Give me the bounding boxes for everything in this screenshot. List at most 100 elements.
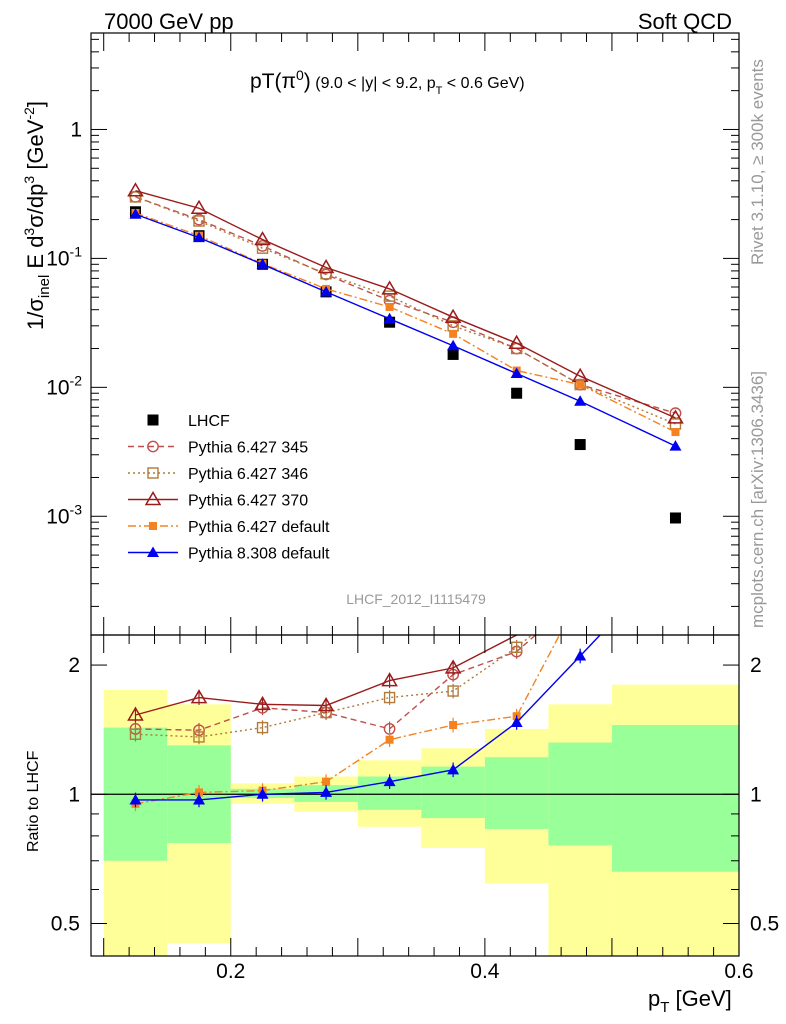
ratio-point-p370 bbox=[254, 695, 271, 711]
point-p370 bbox=[127, 182, 144, 197]
legend-marker bbox=[144, 491, 162, 506]
ratio-point-p8def bbox=[129, 793, 142, 805]
ratio-series-p370 bbox=[127, 635, 518, 723]
x-tick-label: 0.6 bbox=[724, 960, 753, 983]
legend-item-p345: Pythia 6.427 345 bbox=[128, 440, 308, 457]
x-tick-label: 0.4 bbox=[470, 960, 500, 983]
ratio-point-p346 bbox=[383, 691, 396, 704]
series-line-p370 bbox=[135, 190, 676, 419]
legend-marker bbox=[149, 522, 157, 530]
point-p6def bbox=[449, 329, 458, 338]
point-p370 bbox=[667, 409, 684, 424]
header-right: Soft QCD bbox=[638, 9, 732, 34]
ratio-point-p370 bbox=[317, 697, 335, 712]
point-p8def bbox=[320, 285, 333, 297]
ratio-point-p8def bbox=[383, 775, 396, 787]
ratio-y-axis-title: Ratio to LHCF bbox=[25, 750, 42, 852]
main-y-tick-label: 10-3 bbox=[46, 501, 82, 528]
x-axis: 0.2 0.4 0.6 bbox=[103, 33, 754, 983]
ratio-series-p346 bbox=[129, 635, 533, 745]
main-y-axis: 10-3 10-2 10-1 1 bbox=[46, 38, 739, 607]
ratio-point-p370 bbox=[190, 689, 208, 704]
legend: LHCF Pythia 6.427 345 Pythia 6.427 346 Pyth… bbox=[128, 413, 330, 563]
green-band-bin bbox=[611, 725, 739, 872]
series-p370 bbox=[127, 182, 684, 424]
ratio-point-p8def bbox=[447, 763, 460, 775]
main-y-axis-title: 1/σinel E d3σ/dp3 [GeV-2] bbox=[21, 101, 53, 330]
legend-item-lhcf: LHCF bbox=[147, 413, 230, 430]
legend-label: Pythia 6.427 345 bbox=[188, 440, 308, 457]
legend-marker bbox=[147, 467, 159, 479]
ratio-series-p8def bbox=[129, 635, 602, 808]
main-plot-series bbox=[127, 182, 684, 524]
point-lhcf bbox=[574, 439, 586, 451]
main-y-tick-label: 10-1 bbox=[46, 243, 82, 270]
ratio-plot-series bbox=[127, 635, 602, 812]
ratio-point-p6def bbox=[195, 788, 203, 797]
point-p346 bbox=[383, 290, 396, 302]
point-p8def bbox=[193, 231, 205, 243]
ratio-y-tick-label-right: 0.5 bbox=[750, 912, 779, 935]
point-p8def bbox=[669, 440, 682, 451]
point-p6def bbox=[385, 302, 394, 311]
ratio-point-p346 bbox=[256, 721, 269, 734]
legend-label: LHCF bbox=[188, 413, 230, 430]
green-band-bin bbox=[484, 757, 549, 830]
point-lhcf bbox=[669, 512, 681, 524]
main-y-tick-label: 1 bbox=[70, 118, 82, 141]
point-p346 bbox=[129, 191, 142, 203]
legend-label: Pythia 6.427 370 bbox=[188, 493, 308, 510]
point-p346 bbox=[256, 242, 269, 254]
ratio-y-tick-label-right: 1 bbox=[750, 783, 762, 806]
ratio-y-tick-label: 2 bbox=[68, 654, 80, 677]
header-left: 7000 GeV pp bbox=[104, 9, 234, 34]
ratio-point-p370 bbox=[127, 706, 144, 721]
point-p346 bbox=[320, 268, 332, 280]
main-y-tick-label: 10-2 bbox=[46, 372, 82, 399]
ratio-line-p345 bbox=[135, 635, 537, 731]
series-line-p346 bbox=[135, 196, 676, 425]
ratio-point-p6def bbox=[322, 777, 331, 786]
rivet-label: Rivet 3.1.10, ≥ 300k events bbox=[748, 59, 767, 265]
point-lhcf bbox=[447, 348, 459, 360]
ratio-point-p370 bbox=[381, 672, 398, 687]
series-p8def bbox=[129, 208, 682, 451]
point-p8def bbox=[574, 395, 587, 406]
analysis-id: LHCF_2012_I1115479 bbox=[346, 591, 486, 607]
legend-label: Pythia 6.427 346 bbox=[188, 466, 308, 483]
ratio-y-axis: 0.5 0.5 1 1 2 2 bbox=[51, 654, 779, 935]
legend-item-p346: Pythia 6.427 346 bbox=[128, 466, 308, 483]
legend-marker bbox=[147, 440, 159, 453]
point-p6def bbox=[576, 380, 585, 389]
ratio-point-p346 bbox=[447, 685, 459, 697]
point-p8def bbox=[447, 339, 460, 351]
ratio-y-tick-label: 1 bbox=[68, 783, 80, 806]
ratio-point-p6def bbox=[449, 721, 458, 730]
point-p370 bbox=[444, 308, 462, 323]
point-p370 bbox=[508, 334, 525, 349]
point-p8def bbox=[129, 208, 142, 219]
ratio-point-p8def bbox=[193, 793, 205, 805]
point-p8def bbox=[383, 312, 396, 324]
legend-label: Pythia 6.427 default bbox=[188, 519, 330, 536]
point-p346 bbox=[574, 378, 586, 391]
ratio-point-p8def bbox=[256, 788, 269, 799]
ratio-y-tick-label: 0.5 bbox=[51, 912, 80, 935]
series-line-p6def bbox=[135, 212, 676, 433]
series-line-p345 bbox=[135, 196, 676, 414]
legend-marker bbox=[147, 546, 159, 557]
ratio-point-p346 bbox=[129, 728, 142, 740]
legend-item-p370: Pythia 6.427 370 bbox=[128, 491, 308, 510]
plot-title: pT(π0) (9.0 < |y| < 9.2, pT < 0.6 GeV) bbox=[250, 67, 525, 97]
ratio-point-p8def bbox=[510, 716, 523, 727]
ratio-point-p346 bbox=[510, 641, 523, 653]
ratio-point-p8def bbox=[320, 786, 333, 797]
point-p370 bbox=[381, 280, 398, 295]
ratio-point-p8def bbox=[574, 649, 587, 661]
point-p370 bbox=[254, 231, 271, 246]
legend-label: Pythia 8.308 default bbox=[188, 546, 330, 563]
source-label: mcplots.cern.ch [arXiv:1306.3436] bbox=[748, 371, 767, 628]
x-axis-title: pT [GeV] bbox=[648, 986, 732, 1016]
x-tick-label: 0.2 bbox=[216, 960, 245, 983]
